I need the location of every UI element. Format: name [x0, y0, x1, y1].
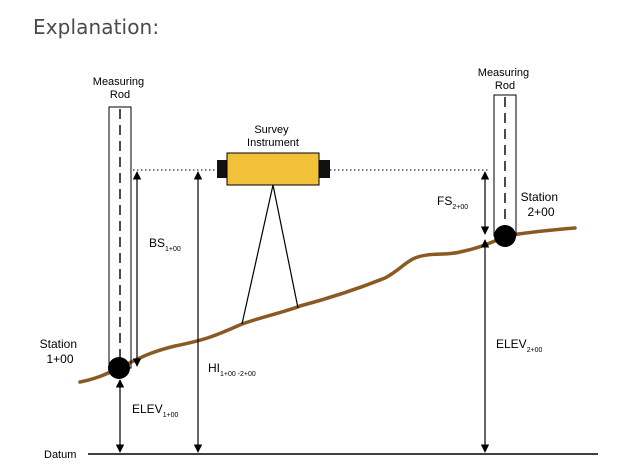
left-rod-label: Measuring Rod — [93, 76, 147, 101]
elev-right-label: ELEV2+00 — [496, 337, 543, 354]
tripod-leg-right — [272, 184, 299, 309]
elev-left-label: ELEV1+00 — [132, 402, 179, 419]
right-rod-label: Measuring Rod — [478, 67, 532, 92]
instrument-right-cap — [319, 160, 330, 178]
instrument-left-cap — [217, 160, 228, 178]
page-heading: Explanation: — [33, 15, 160, 39]
bs-label: BS1+00 — [149, 236, 181, 253]
hi-label: HI1+00 -2+00 — [208, 361, 256, 378]
station-right-point — [494, 225, 516, 247]
survey-instrument-body — [226, 152, 320, 186]
station-left-point — [108, 357, 130, 379]
ground-profile — [78, 226, 577, 384]
instrument-label: Survey Instrument — [247, 124, 299, 149]
fs-label: FS2+00 — [437, 194, 468, 211]
datum-label: Datum — [44, 449, 76, 461]
tripod-leg-left — [241, 184, 274, 325]
station-right-label: Station 2+00 — [521, 190, 562, 219]
station-left-label: Station 1+00 — [40, 337, 81, 366]
